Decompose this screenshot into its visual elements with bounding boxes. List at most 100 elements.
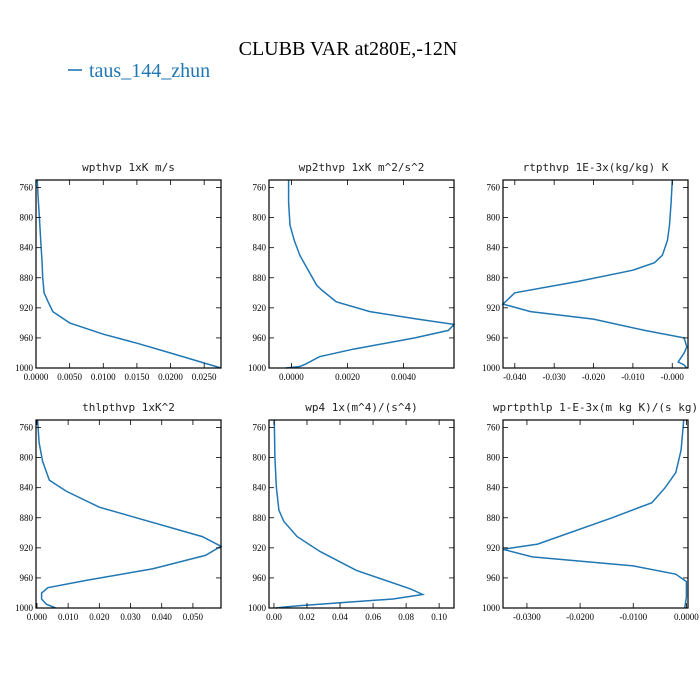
- y-tick-label: 1000: [248, 363, 267, 373]
- x-tick-label: -0.030: [543, 372, 567, 382]
- series-line: [285, 180, 456, 369]
- y-tick-label: 880: [20, 273, 34, 283]
- series-line: [502, 419, 688, 609]
- y-tick-label: 800: [487, 453, 501, 463]
- y-tick-label: 920: [487, 543, 501, 553]
- x-tick-label: 0.030: [120, 612, 141, 622]
- panel-grid: wpthvp 1xK m/s76080084088092096010000.00…: [15, 161, 699, 622]
- y-tick-label: 960: [487, 573, 501, 583]
- y-tick-label: 760: [487, 183, 501, 193]
- x-tick-label: 0.0000: [24, 372, 49, 382]
- x-tick-label: 0.0200: [158, 372, 183, 382]
- y-tick-label: 760: [253, 183, 267, 193]
- y-tick-label: 1000: [15, 603, 34, 613]
- y-tick-label: 800: [253, 453, 267, 463]
- y-tick-label: 920: [253, 303, 267, 313]
- x-tick-label: 0.0020: [335, 372, 360, 382]
- y-tick-label: 760: [253, 423, 267, 433]
- plot-frame: [268, 419, 455, 609]
- y-tick-label: 920: [487, 303, 501, 313]
- x-tick-label: 0.02: [299, 612, 315, 622]
- y-tick-label: 1000: [482, 363, 501, 373]
- x-tick-label: -0.040: [503, 372, 527, 382]
- plot-frame: [35, 179, 222, 369]
- y-tick-label: 960: [20, 333, 34, 343]
- panel-title: thlpthvp 1xK^2: [82, 401, 175, 414]
- x-tick-label: 0.04: [332, 612, 348, 622]
- y-tick-label: 1000: [15, 363, 34, 373]
- y-tick-label: 960: [253, 573, 267, 583]
- x-tick-label: 0.08: [398, 612, 414, 622]
- y-tick-label: 880: [253, 513, 267, 523]
- x-tick-label: 0.0100: [91, 372, 116, 382]
- y-tick-label: 760: [20, 183, 34, 193]
- plot-frame: [35, 419, 222, 609]
- legend-label: taus_144_zhun: [89, 60, 210, 82]
- y-tick-label: 1000: [248, 603, 267, 613]
- y-tick-label: 880: [487, 513, 501, 523]
- y-tick-label: 800: [20, 213, 34, 223]
- y-tick-label: 920: [20, 303, 34, 313]
- x-tick-label: 0.0250: [192, 372, 217, 382]
- y-tick-label: 840: [20, 483, 34, 493]
- x-tick-label: -0.010: [621, 372, 645, 382]
- x-tick-label: 0.050: [183, 612, 204, 622]
- series-line: [273, 419, 426, 609]
- plot-frame: [502, 179, 689, 369]
- y-tick-label: 960: [253, 333, 267, 343]
- x-tick-label: 0.020: [89, 612, 110, 622]
- panel-title: wpthvp 1xK m/s: [82, 161, 175, 174]
- x-tick-label: 0.06: [365, 612, 381, 622]
- x-tick-label: 0.040: [152, 612, 173, 622]
- y-tick-label: 840: [487, 483, 501, 493]
- figure-legend: taus_144_zhun: [68, 60, 210, 82]
- panel-1: wpthvp 1xK m/s76080084088092096010000.00…: [15, 161, 222, 382]
- series-line: [36, 419, 223, 609]
- panel-title: wprtpthlp 1-E-3x(m kg K)/(s kg): [493, 401, 698, 414]
- panel-title: wp4 1x(m^4)/(s^4): [305, 401, 418, 414]
- y-tick-label: 880: [253, 273, 267, 283]
- y-tick-label: 840: [20, 243, 34, 253]
- x-tick-label: 0.00: [266, 612, 282, 622]
- panel-2: wp2thvp 1xK m^2/s^2 760 800 840 880 920 960 100…: [248, 161, 456, 382]
- y-tick-label: 920: [253, 543, 267, 553]
- x-tick-label: -0.0300: [513, 612, 541, 622]
- x-tick-label: -0.0100: [619, 612, 647, 622]
- panel-title: rtpthvp 1E-3x(kg/kg) K: [523, 161, 669, 174]
- y-tick-label: 840: [253, 483, 267, 493]
- y-tick-label: 800: [253, 213, 267, 223]
- y-tick-label: 800: [487, 213, 501, 223]
- panel-6: wprtpthlp 1-E-3x(m kg K)/(s kg) 760 800 840…: [482, 401, 699, 622]
- y-tick-label: 1000: [482, 603, 501, 613]
- y-tick-label: 760: [487, 423, 501, 433]
- x-tick-label: 0.0040: [391, 372, 416, 382]
- y-tick-label: 880: [487, 273, 501, 283]
- panel-3: rtpthvp 1E-3x(kg/kg) K 760 800 840 880 920 960…: [482, 161, 689, 382]
- plot-frame: [502, 419, 689, 609]
- x-tick-label: 0.000: [27, 612, 48, 622]
- x-tick-label: 0.0000: [674, 612, 699, 622]
- y-tick-label: 840: [487, 243, 501, 253]
- x-tick-label: -0.0200: [566, 612, 594, 622]
- y-tick-label: 960: [20, 573, 34, 583]
- figure-title: CLUBB VAR at280E,-12N: [239, 38, 458, 60]
- x-tick-label: 0.0050: [57, 372, 82, 382]
- y-tick-label: 920: [20, 543, 34, 553]
- panel-5: wp4 1x(m^4)/(s^4)76080084088092096010000…: [248, 401, 455, 622]
- y-tick-label: 960: [487, 333, 501, 343]
- x-tick-label: -0.020: [582, 372, 606, 382]
- plot-frame: [268, 179, 455, 369]
- y-tick-label: 760: [20, 423, 34, 433]
- y-tick-label: 840: [253, 243, 267, 253]
- x-tick-label: 0.0000: [279, 372, 304, 382]
- x-tick-label: 0.10: [431, 612, 447, 622]
- x-tick-label: -0.000: [661, 372, 685, 382]
- y-tick-label: 880: [20, 513, 34, 523]
- series-line: [501, 179, 688, 369]
- series-line: [36, 179, 222, 369]
- y-tick-label: 800: [20, 453, 34, 463]
- panel-4: thlpthvp 1xK^2 760 800 840 880 920 960 10000.00…: [15, 401, 223, 622]
- x-tick-label: 0.0150: [125, 372, 150, 382]
- panel-title: wp2thvp 1xK m^2/s^2: [299, 161, 425, 174]
